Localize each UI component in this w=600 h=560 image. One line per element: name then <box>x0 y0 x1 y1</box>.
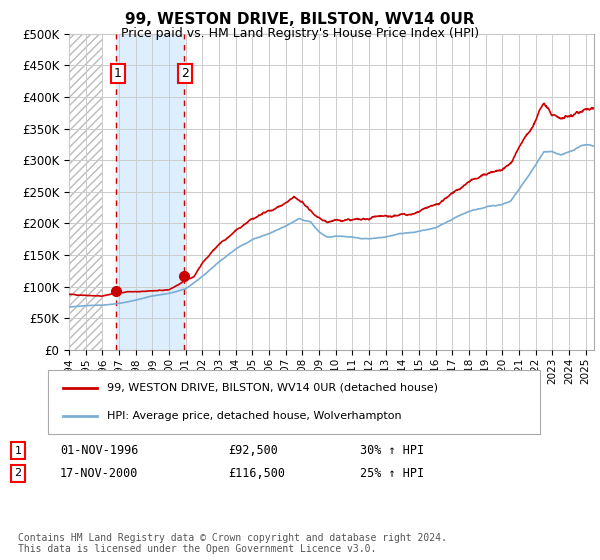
Text: HPI: Average price, detached house, Wolverhampton: HPI: Average price, detached house, Wolv… <box>107 411 401 421</box>
Text: Price paid vs. HM Land Registry's House Price Index (HPI): Price paid vs. HM Land Registry's House … <box>121 27 479 40</box>
Text: 01-NOV-1996: 01-NOV-1996 <box>60 444 139 458</box>
Text: 2: 2 <box>14 468 22 478</box>
Bar <box>116 34 184 350</box>
Text: 99, WESTON DRIVE, BILSTON, WV14 0UR (detached house): 99, WESTON DRIVE, BILSTON, WV14 0UR (det… <box>107 382 438 393</box>
Text: 99, WESTON DRIVE, BILSTON, WV14 0UR: 99, WESTON DRIVE, BILSTON, WV14 0UR <box>125 12 475 27</box>
Bar <box>69 34 103 350</box>
Text: 30% ↑ HPI: 30% ↑ HPI <box>360 444 424 458</box>
FancyBboxPatch shape <box>48 370 540 434</box>
Text: Contains HM Land Registry data © Crown copyright and database right 2024.
This d: Contains HM Land Registry data © Crown c… <box>18 533 447 554</box>
Text: £92,500: £92,500 <box>228 444 278 458</box>
Text: 1: 1 <box>14 446 22 456</box>
Text: 17-NOV-2000: 17-NOV-2000 <box>60 466 139 480</box>
Text: 1: 1 <box>114 67 122 80</box>
Text: £116,500: £116,500 <box>228 466 285 480</box>
Text: 25% ↑ HPI: 25% ↑ HPI <box>360 466 424 480</box>
Text: 2: 2 <box>181 67 189 80</box>
Bar <box>69 34 103 350</box>
